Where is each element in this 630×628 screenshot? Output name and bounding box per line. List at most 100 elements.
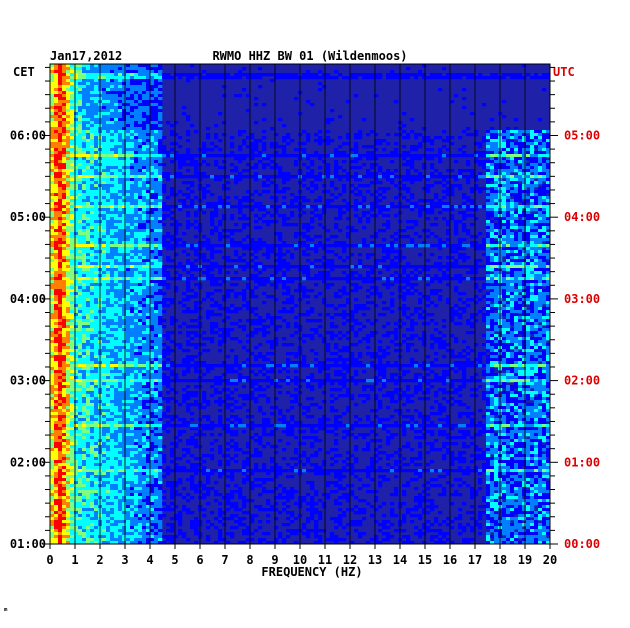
heatmap-cell <box>258 193 263 197</box>
heatmap-cell <box>186 253 191 257</box>
heatmap-cell <box>90 133 95 137</box>
heatmap-cell <box>490 277 495 281</box>
heatmap-cell <box>490 256 495 260</box>
heatmap-cell <box>462 226 467 230</box>
heatmap-cell <box>50 172 55 176</box>
heatmap-cell <box>142 229 147 233</box>
heatmap-cell <box>58 202 63 206</box>
heatmap-cell <box>202 256 207 260</box>
heatmap-cell <box>106 130 111 134</box>
heatmap-cell <box>502 226 507 230</box>
heatmap-cell <box>242 196 247 200</box>
heatmap-cell <box>378 244 383 248</box>
heatmap-cell <box>70 136 75 140</box>
heatmap-cell <box>538 238 543 242</box>
heatmap-cell <box>478 160 483 164</box>
heatmap-cell <box>106 121 111 125</box>
heatmap-cell <box>422 175 427 179</box>
heatmap-cell <box>542 277 547 281</box>
heatmap-cell <box>242 88 247 92</box>
heatmap-cell <box>114 274 119 278</box>
heatmap-cell <box>114 253 119 257</box>
heatmap-cell <box>502 76 507 80</box>
heatmap-cell <box>402 112 407 116</box>
heatmap-cell <box>218 196 223 200</box>
heatmap-cell <box>126 271 131 275</box>
heatmap-cell <box>222 94 227 98</box>
heatmap-cell <box>58 280 63 284</box>
heatmap-cell <box>254 178 259 182</box>
heatmap-cell <box>82 94 87 98</box>
heatmap-cell <box>134 223 139 227</box>
heatmap-cell <box>122 283 127 287</box>
heatmap-cell <box>102 247 107 251</box>
heatmap-cell <box>58 217 63 221</box>
heatmap-cell <box>182 232 187 236</box>
heatmap-cell <box>534 277 539 281</box>
heatmap-cell <box>138 265 143 269</box>
heatmap-cell <box>494 256 499 260</box>
heatmap-cell <box>382 190 387 194</box>
heatmap-cell <box>50 265 55 269</box>
heatmap-cell <box>70 79 75 83</box>
heatmap-cell <box>490 139 495 143</box>
heatmap-cell <box>446 136 451 140</box>
heatmap-cell <box>446 202 451 206</box>
heatmap-cell <box>514 271 519 275</box>
heatmap-cell <box>450 187 455 191</box>
heatmap-cell <box>302 289 307 293</box>
heatmap-cell <box>366 280 371 284</box>
heatmap-cell <box>62 94 67 98</box>
heatmap-cell <box>546 265 551 269</box>
heatmap-cell <box>202 151 207 155</box>
heatmap-cell <box>58 250 63 254</box>
heatmap-cell <box>390 178 395 182</box>
heatmap-cell <box>146 70 151 74</box>
heatmap-cell <box>314 175 319 179</box>
heatmap-cell <box>126 229 131 233</box>
heatmap-cell <box>546 247 551 251</box>
heatmap-cell <box>466 127 471 131</box>
heatmap-cell <box>90 97 95 101</box>
heatmap-cell <box>110 193 115 197</box>
heatmap-cell <box>526 280 531 284</box>
heatmap-cell <box>306 226 311 230</box>
heatmap-cell <box>526 259 531 263</box>
heatmap-cell <box>58 265 63 269</box>
heatmap-cell <box>254 265 259 269</box>
heatmap-cell <box>202 175 207 179</box>
heatmap-cell <box>106 73 111 77</box>
heatmap-cell <box>122 136 127 140</box>
heatmap-cell <box>538 220 543 224</box>
heatmap-cell <box>362 238 367 242</box>
heatmap-cell <box>54 106 59 110</box>
heatmap-cell <box>142 175 147 179</box>
heatmap-cell <box>90 148 95 152</box>
heatmap-cell <box>254 247 259 251</box>
heatmap-cell <box>306 205 311 209</box>
heatmap-cell <box>146 88 151 92</box>
heatmap-cell <box>134 130 139 134</box>
heatmap-cell <box>78 100 83 104</box>
heatmap-cell <box>74 181 79 185</box>
heatmap-cell <box>122 91 127 95</box>
heatmap-cell <box>118 256 123 260</box>
heatmap-cell <box>514 283 519 287</box>
heatmap-cell <box>394 154 399 158</box>
heatmap-cell <box>206 175 211 179</box>
heatmap-cell <box>286 73 291 77</box>
heatmap-cell <box>222 205 227 209</box>
heatmap-cell <box>74 289 79 293</box>
heatmap-cell <box>378 181 383 185</box>
heatmap-cell <box>150 193 155 197</box>
heatmap-cell <box>54 226 59 230</box>
heatmap-cell <box>506 277 511 281</box>
heatmap-cell <box>122 274 127 278</box>
heatmap-cell <box>266 244 271 248</box>
heatmap-cell <box>382 259 387 263</box>
heatmap-cell <box>258 151 263 155</box>
heatmap-cell <box>254 73 259 77</box>
heatmap-cell <box>274 199 279 203</box>
heatmap-cell <box>154 199 159 203</box>
heatmap-cell <box>226 205 231 209</box>
